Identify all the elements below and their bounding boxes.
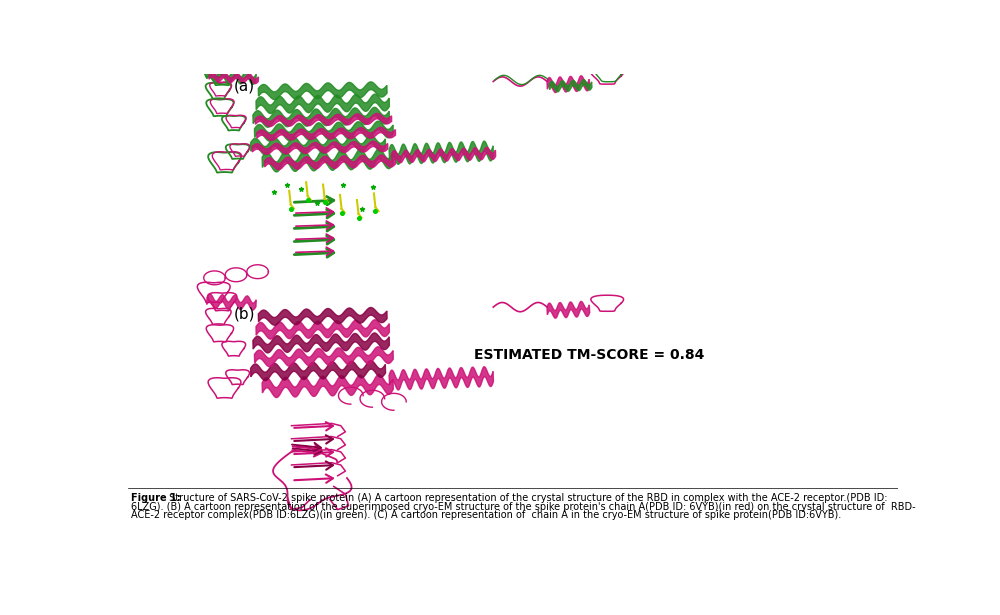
- Polygon shape: [209, 73, 259, 84]
- Polygon shape: [389, 367, 493, 390]
- Point: [293, 184, 309, 194]
- Polygon shape: [547, 76, 590, 93]
- Point: [300, 195, 316, 205]
- Point: [367, 206, 383, 216]
- Point: [319, 197, 335, 207]
- Polygon shape: [256, 320, 389, 339]
- Point: [335, 181, 351, 191]
- Text: (b): (b): [234, 307, 255, 322]
- Polygon shape: [251, 135, 386, 155]
- Polygon shape: [258, 82, 387, 100]
- Point: [354, 204, 370, 214]
- Polygon shape: [391, 147, 496, 163]
- Polygon shape: [264, 155, 396, 170]
- Polygon shape: [257, 127, 396, 140]
- Text: 6LZG). (B) A cartoon representation of the superimposed cryo-EM structure of the: 6LZG). (B) A cartoon representation of t…: [131, 502, 916, 512]
- Point: [350, 213, 366, 223]
- Text: ACE-2 receptor complex(PDB ID:6LZG)(in green). (C) A cartoon representation of  : ACE-2 receptor complex(PDB ID:6LZG)(in g…: [131, 510, 842, 520]
- Polygon shape: [252, 141, 388, 154]
- Polygon shape: [253, 108, 389, 127]
- Point: [317, 197, 333, 207]
- Polygon shape: [258, 308, 387, 325]
- Text: ESTIMATED TM-SCORE = 0.84: ESTIMATED TM-SCORE = 0.84: [474, 347, 705, 362]
- Point: [334, 208, 350, 218]
- Polygon shape: [253, 333, 389, 353]
- Polygon shape: [549, 79, 592, 92]
- Polygon shape: [547, 301, 590, 318]
- Polygon shape: [389, 141, 493, 164]
- Polygon shape: [254, 347, 393, 367]
- Polygon shape: [255, 113, 392, 127]
- Polygon shape: [256, 94, 389, 114]
- Polygon shape: [262, 375, 393, 397]
- Text: Figure 1:: Figure 1:: [131, 493, 181, 504]
- Text: (a): (a): [234, 79, 255, 93]
- Polygon shape: [254, 121, 393, 141]
- Point: [266, 188, 282, 197]
- Polygon shape: [251, 360, 386, 381]
- Text: Structure of SARS-CoV-2 spike protein (A) A cartoon representation of the crysta: Structure of SARS-CoV-2 spike protein (A…: [166, 493, 888, 504]
- Point: [283, 204, 299, 213]
- Point: [309, 198, 325, 208]
- Polygon shape: [207, 294, 256, 310]
- Point: [279, 180, 295, 189]
- Polygon shape: [262, 149, 393, 172]
- Point: [365, 182, 381, 192]
- Polygon shape: [207, 68, 256, 84]
